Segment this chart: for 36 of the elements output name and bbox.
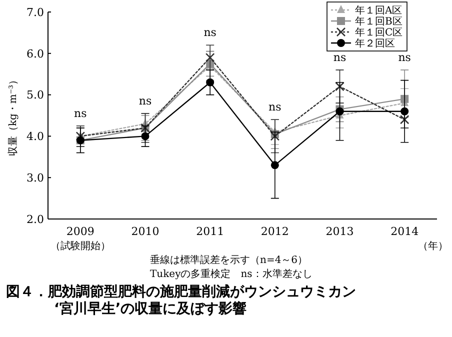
- point: [335, 82, 344, 92]
- text: 垂線は標準誤差を示す（n=4～6）: [150, 254, 308, 266]
- annotation: ns: [204, 26, 217, 40]
- legend-label: 年２回区: [355, 38, 395, 50]
- x-axis-title: （年）: [418, 240, 448, 252]
- x-tick-label: 2009: [66, 225, 94, 238]
- point: [400, 114, 410, 124]
- x-tick-label: 2013: [326, 225, 354, 238]
- point: [270, 161, 279, 170]
- y-tick-label: 7.0: [26, 6, 44, 19]
- legend-label: 年１回C区: [355, 26, 403, 38]
- annotation: ns: [268, 100, 282, 114]
- annotation: ns: [74, 106, 88, 120]
- point: [205, 52, 215, 62]
- point: [400, 107, 409, 116]
- y-tick-label: 3.0: [26, 171, 44, 184]
- annotation: ns: [398, 50, 412, 64]
- legend-label: 年１回B区: [355, 16, 402, 28]
- y-tick-label: 5.0: [26, 88, 44, 102]
- point: [141, 132, 150, 140]
- text: Tukeyの多重検定 ns：水準差なし: [150, 268, 312, 280]
- y-tick-label: 2.0: [26, 212, 44, 226]
- annotation: ns: [333, 50, 346, 64]
- x-tick-label: 2011: [196, 225, 224, 238]
- x-tick-label: 2010: [131, 225, 160, 238]
- y-axis-title: 収量（kg・m⁻³）: [7, 74, 19, 156]
- y-tick-label: 4.0: [26, 130, 44, 144]
- point: [270, 132, 280, 141]
- legend-label: 年１回A区: [355, 4, 402, 16]
- annotation: ns: [138, 94, 152, 108]
- text: 図４．肥効調節型肥料の施肥量削減がウンシュウミカン ‘宮川早生’の収量に及ぼす影響: [6, 283, 356, 317]
- y-tick-label: 6.0: [26, 47, 44, 60]
- point: [206, 78, 214, 86]
- x-tick-label: 2012: [260, 225, 289, 238]
- x-tick-label: 2014: [390, 225, 419, 238]
- text: （試験開始）: [50, 240, 110, 252]
